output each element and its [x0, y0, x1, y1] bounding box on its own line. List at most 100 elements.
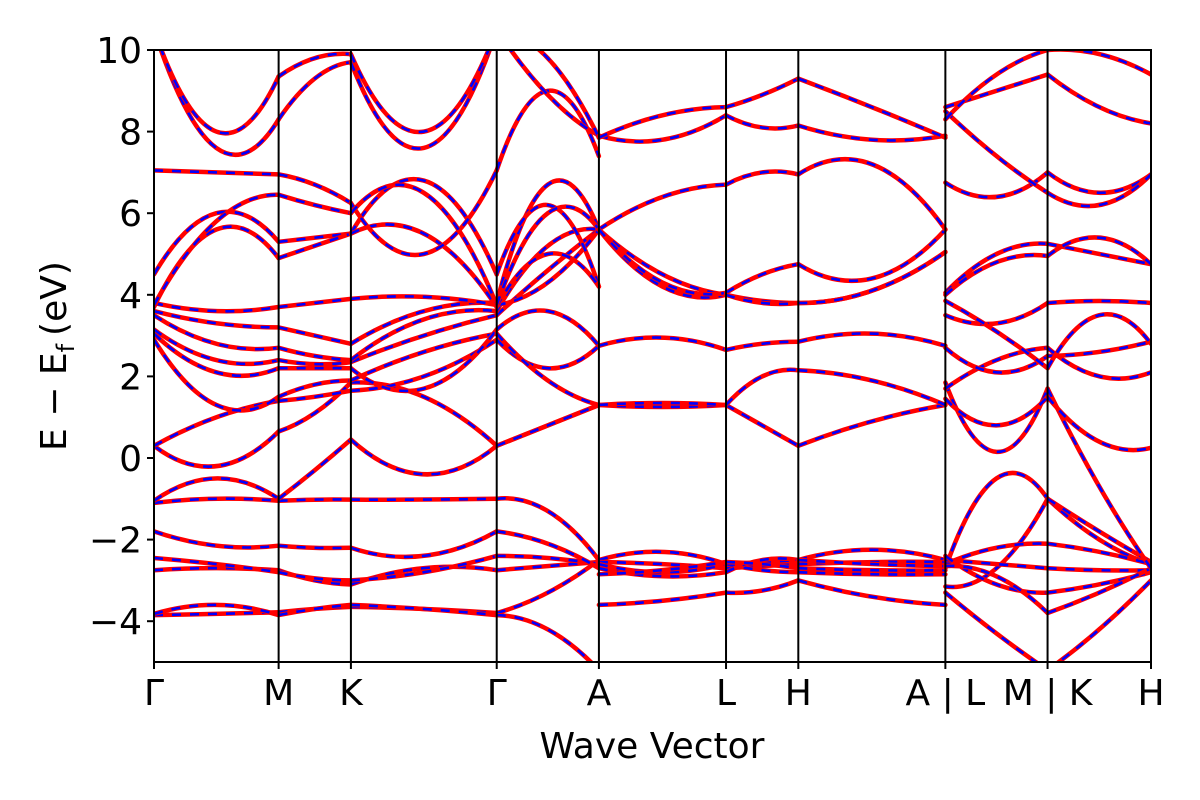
band-line-blue — [495, 332, 600, 407]
band-line-blue — [495, 252, 600, 308]
band-line-red — [158, 50, 281, 158]
y-axis-label-unit: (eV) — [34, 261, 75, 336]
band-line-blue — [944, 554, 1048, 594]
band-line-blue — [945, 558, 1048, 570]
band-line-blue — [278, 173, 352, 205]
band-line-red — [596, 182, 729, 232]
band-line-red — [596, 104, 729, 140]
band-line-blue — [350, 565, 497, 586]
band-line-blue — [160, 50, 280, 135]
x-tick-label: M — [263, 673, 294, 714]
band-line-blue — [725, 368, 799, 406]
band-line-blue — [798, 570, 946, 576]
band-line-blue — [278, 346, 351, 362]
band-lines — [154, 50, 1151, 662]
y-tick-label: 6 — [119, 194, 142, 235]
band-line-blue — [725, 557, 799, 574]
band-line-blue — [945, 498, 1049, 589]
band-line-blue — [725, 262, 799, 294]
band-line-blue — [725, 560, 799, 570]
band-line-red — [943, 563, 1050, 616]
band-line-blue — [798, 369, 946, 407]
band-line-blue — [725, 562, 799, 574]
band-line-red — [154, 476, 281, 504]
band-line-red — [154, 312, 281, 352]
band-line-red — [943, 470, 1050, 571]
y-tick-label: 0 — [119, 439, 142, 480]
band-line-blue — [278, 193, 352, 215]
band-line-blue — [350, 328, 498, 393]
band-line-blue — [598, 560, 727, 576]
band-line-red — [1045, 172, 1151, 209]
band-line-blue — [350, 332, 497, 382]
band-line-blue — [1046, 236, 1151, 266]
band-line-blue — [278, 603, 352, 617]
band-line-blue — [597, 228, 727, 296]
band-line-blue — [278, 379, 351, 398]
band-line-blue — [944, 253, 1048, 296]
x-tick-label: A — [587, 673, 612, 714]
band-line-blue — [944, 242, 1048, 294]
x-axis-ticks: Γ M K Γ A L H A | L M | K H — [144, 662, 1165, 714]
band-line-blue — [495, 338, 600, 370]
band-line-blue — [797, 77, 946, 139]
band-line-blue — [725, 403, 799, 447]
band-line-blue — [725, 114, 799, 130]
band-line-red — [348, 168, 499, 258]
band-line-blue — [944, 471, 1049, 569]
band-line-blue — [350, 438, 498, 476]
band-line-blue — [944, 50, 1048, 121]
band-line-blue — [797, 124, 946, 142]
band-line-blue — [496, 530, 600, 570]
band-line-blue — [278, 498, 351, 503]
band-line-red — [276, 437, 354, 502]
band-line-red — [943, 108, 1050, 196]
band-line-blue — [350, 338, 498, 392]
band-line-blue — [349, 183, 498, 306]
y-tick-label: 10 — [96, 31, 142, 72]
band-line-blue — [495, 309, 600, 347]
band-line-red — [596, 227, 729, 297]
band-line-red — [596, 227, 729, 300]
band-line-blue — [797, 158, 947, 231]
band-line-blue — [495, 205, 600, 306]
band-line-blue — [278, 544, 351, 550]
band-line-red — [723, 367, 801, 408]
band-line-blue — [496, 558, 600, 615]
band-line-red — [723, 76, 801, 110]
band-line-blue — [278, 232, 352, 244]
band-line-blue — [1046, 313, 1151, 369]
band-line-blue — [797, 332, 946, 348]
band-line-blue — [278, 326, 352, 346]
band-line-blue — [797, 228, 947, 283]
band-line-red — [154, 429, 281, 469]
band-line-blue — [598, 183, 727, 231]
y-axis-ticks: −4 −2 0 2 4 6 8 10 — [89, 31, 154, 643]
band-line-blue — [598, 336, 727, 352]
band-line-blue — [350, 381, 498, 447]
band-line-blue — [495, 89, 601, 171]
band-line-red — [1045, 50, 1151, 77]
band-line-blue — [350, 603, 497, 617]
band-line-blue — [277, 60, 352, 121]
band-line-blue — [278, 297, 352, 309]
band-line-blue — [1046, 388, 1151, 569]
band-line-blue — [278, 381, 352, 433]
band-line-blue — [797, 403, 946, 448]
x-axis-label: Wave Vector — [540, 726, 765, 767]
band-line-blue — [350, 301, 497, 345]
x-tick-label: K — [339, 673, 364, 714]
x-tick-label: H — [785, 673, 812, 714]
band-line-blue — [495, 203, 601, 288]
y-tick-label: −4 — [89, 602, 142, 643]
band-line-blue — [154, 169, 279, 176]
band-line-red — [276, 380, 354, 434]
band-line-blue — [277, 52, 352, 78]
band-line-blue — [154, 530, 279, 549]
band-line-blue — [496, 403, 600, 448]
band-line-blue — [350, 554, 498, 582]
band-line-red — [1045, 72, 1151, 126]
band-line-red — [796, 368, 948, 408]
band-line-blue — [496, 496, 600, 561]
band-line-blue — [798, 566, 946, 572]
